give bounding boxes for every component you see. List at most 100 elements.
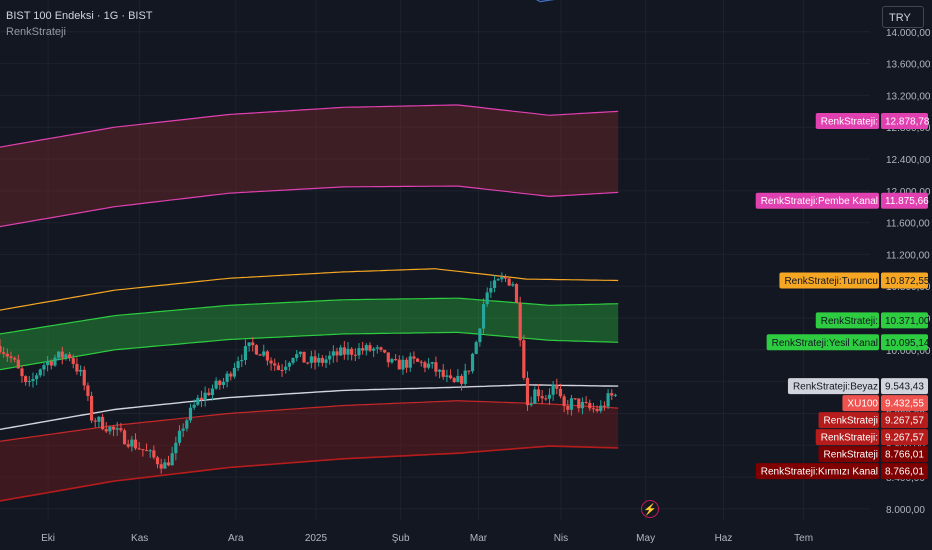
series-value: 9.543,43 bbox=[885, 382, 924, 393]
candle-body bbox=[181, 428, 185, 431]
series-value-bg bbox=[881, 112, 928, 129]
candle-body bbox=[401, 359, 405, 370]
candle-body bbox=[291, 358, 295, 363]
x-tick-label: 2025 bbox=[305, 533, 328, 544]
candle-body bbox=[379, 347, 383, 350]
candle-body bbox=[126, 444, 130, 447]
candle-body bbox=[185, 420, 189, 429]
series-name: RenkStrateji:Yesil Kanal bbox=[772, 338, 878, 349]
candle-body bbox=[573, 398, 577, 400]
series-value-bg bbox=[881, 192, 928, 209]
candle-body bbox=[5, 353, 9, 357]
series-name-bg bbox=[766, 334, 879, 351]
candle-body bbox=[470, 353, 475, 372]
currency-button[interactable]: TRY bbox=[882, 6, 924, 28]
indicator-bands bbox=[0, 0, 619, 502]
series-name: RenkStrateji bbox=[824, 416, 878, 427]
candle-body bbox=[177, 430, 182, 443]
candle-body bbox=[353, 354, 357, 356]
candle-body bbox=[551, 384, 555, 395]
candle-body bbox=[342, 347, 346, 355]
candlesticks bbox=[0, 272, 618, 474]
candle-body bbox=[243, 346, 248, 361]
candle-body bbox=[456, 375, 460, 383]
candle-body bbox=[214, 380, 218, 389]
candle-body bbox=[236, 361, 240, 368]
x-tick-label: Eki bbox=[41, 533, 55, 544]
series-labels: RenkStrateji: 12.878,78 RenkStrateji:Pembe… bbox=[755, 112, 930, 480]
candle-body bbox=[0, 345, 2, 353]
candle-body bbox=[273, 363, 277, 366]
x-tick-label: Kas bbox=[131, 533, 148, 544]
series-name-bg bbox=[842, 395, 879, 412]
candle-body bbox=[569, 398, 574, 410]
time-axis[interactable]: Eki Kas Ara 2025 Şub Mar Nis May Haz Tem bbox=[41, 533, 813, 544]
candle-body bbox=[397, 359, 401, 370]
candle-body bbox=[599, 405, 603, 411]
candle-body bbox=[115, 428, 119, 430]
candle-body bbox=[492, 280, 497, 288]
x-tick-label: Mar bbox=[470, 533, 488, 544]
series-name: RenkStrateji: bbox=[821, 433, 878, 444]
green-lower-line bbox=[0, 331, 619, 371]
series-name-bg bbox=[815, 429, 879, 446]
series-value-bg bbox=[881, 334, 928, 351]
candle-body bbox=[141, 449, 145, 451]
candle-body bbox=[199, 397, 204, 400]
candle-body bbox=[119, 428, 123, 431]
y-tick-label: 12.400,00 bbox=[886, 155, 931, 166]
series-value-bg bbox=[881, 463, 928, 480]
candle-body bbox=[207, 392, 211, 396]
candle-body bbox=[474, 342, 478, 354]
candle-body bbox=[613, 394, 618, 396]
series-name-bg bbox=[818, 412, 879, 429]
series-value: 10.872,55 bbox=[885, 276, 930, 287]
candle-body bbox=[35, 375, 39, 380]
candle-body bbox=[547, 394, 552, 399]
candle-body bbox=[225, 373, 229, 382]
series-label-pill: XU100 9.432,55 bbox=[842, 395, 928, 412]
candle-body bbox=[416, 358, 420, 362]
candle-body bbox=[137, 448, 141, 450]
series-label-pill: RenkStrateji:Kırmızı Kanal 8.766,01 bbox=[755, 463, 928, 480]
candle-body bbox=[441, 369, 445, 377]
x-tick-label: Şub bbox=[392, 533, 410, 544]
series-value-bg bbox=[881, 272, 928, 289]
series-value-bg bbox=[881, 312, 928, 329]
series-name: XU100 bbox=[847, 399, 878, 410]
candle-body bbox=[75, 363, 79, 372]
candle-body bbox=[335, 351, 339, 356]
candle-body bbox=[533, 389, 537, 404]
series-label-pill: RenkStrateji:Turuncu 10.872,55 bbox=[779, 272, 930, 289]
series-label-pill: RenkStrateji:Beyaz 9.543,43 bbox=[787, 378, 928, 395]
candle-body bbox=[57, 351, 61, 358]
candle-body bbox=[16, 359, 20, 369]
candle-body bbox=[210, 388, 215, 396]
lightning-icon[interactable]: ⚡ bbox=[641, 500, 659, 518]
candle-body bbox=[580, 401, 585, 409]
candle-body bbox=[306, 362, 310, 364]
candle-body bbox=[536, 389, 541, 397]
series-name-bg bbox=[815, 112, 879, 129]
candle-body bbox=[558, 388, 563, 397]
candle-body bbox=[68, 354, 72, 359]
candle-body bbox=[503, 276, 508, 279]
candle-body bbox=[192, 404, 196, 408]
series-value: 11.875,66 bbox=[885, 196, 929, 207]
candle-body bbox=[445, 375, 449, 377]
candle-body bbox=[159, 464, 163, 469]
candle-body bbox=[254, 345, 259, 355]
candle-body bbox=[218, 380, 222, 385]
candle-body bbox=[38, 369, 42, 376]
candle-body bbox=[540, 396, 544, 399]
series-value-bg bbox=[881, 429, 928, 446]
indicator-title[interactable]: RenkStrateji bbox=[6, 26, 66, 38]
candle-body bbox=[496, 279, 500, 281]
y-tick-label: 11.600,00 bbox=[886, 219, 930, 230]
candle-body bbox=[104, 429, 108, 432]
series-name-bg bbox=[779, 272, 879, 289]
candle-body bbox=[437, 369, 442, 372]
candle-body bbox=[346, 348, 350, 355]
series-value: 8.766,01 bbox=[885, 467, 924, 478]
